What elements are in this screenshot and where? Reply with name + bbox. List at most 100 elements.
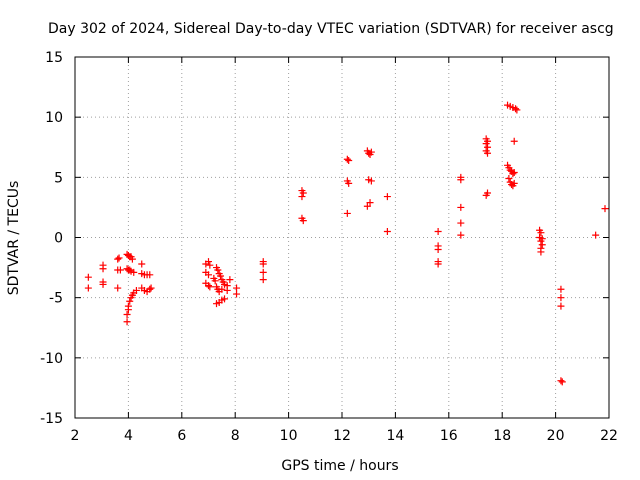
data-point	[482, 140, 490, 148]
data-point	[434, 227, 442, 235]
x-tick-label: 2	[71, 428, 80, 444]
x-tick-label: 16	[440, 428, 458, 444]
data-point	[484, 189, 492, 197]
data-point	[114, 255, 122, 263]
data-point	[298, 193, 306, 201]
x-tick-label: 12	[333, 428, 351, 444]
data-point	[132, 286, 140, 294]
x-tick-label: 18	[493, 428, 511, 444]
data-point	[128, 255, 136, 263]
data-point	[299, 189, 307, 197]
data-point	[115, 254, 123, 262]
data-point	[383, 227, 391, 235]
data-point	[226, 276, 234, 284]
data-point	[457, 219, 465, 227]
y-tick-label: 10	[45, 110, 63, 126]
data-point	[114, 284, 122, 292]
x-tick-label: 10	[280, 428, 298, 444]
data-point	[138, 260, 146, 268]
data-point	[124, 302, 132, 310]
x-tick-label: 22	[600, 428, 618, 444]
data-point	[126, 297, 134, 305]
x-tick-label: 4	[124, 428, 133, 444]
data-point	[363, 202, 371, 210]
data-point	[510, 179, 518, 187]
y-axis-label: SDTVAR / TECUs	[6, 181, 22, 296]
chart-title: Day 302 of 2024, Sidereal Day-to-day VTE…	[48, 21, 614, 37]
y-tick-label: 5	[54, 170, 63, 186]
data-point	[457, 176, 465, 184]
data-point	[345, 156, 353, 164]
data-point	[205, 282, 212, 290]
y-tick-label: -10	[40, 351, 63, 367]
data-point	[367, 148, 375, 156]
x-tick-label: 20	[547, 428, 565, 444]
data-point	[126, 266, 134, 274]
data-point	[506, 166, 514, 174]
data-point	[206, 261, 214, 269]
x-tick-label: 8	[231, 428, 240, 444]
data-point	[538, 235, 546, 243]
data-point	[383, 193, 391, 201]
data-point	[146, 271, 154, 279]
data-point	[259, 276, 267, 284]
data-point	[505, 175, 513, 183]
data-point	[259, 268, 267, 276]
data-point	[116, 266, 124, 274]
data-point	[221, 295, 229, 303]
data-point	[509, 170, 517, 178]
data-point	[205, 258, 212, 266]
data-point	[217, 272, 225, 280]
data-point	[601, 205, 609, 213]
x-tick-label: 6	[177, 428, 186, 444]
data-point	[146, 285, 154, 293]
y-tick-label: -5	[49, 291, 63, 307]
grid	[75, 57, 609, 418]
tick-labels: 2 4 6 8 10 12 14 16 18 20 22 -15 -10 -5 0 5 10 15	[40, 50, 618, 444]
data-point	[457, 231, 465, 239]
x-tick-label: 14	[386, 428, 404, 444]
data-point	[123, 311, 131, 319]
data-point	[592, 231, 600, 239]
data-point	[513, 106, 521, 114]
data-point	[343, 155, 351, 163]
y-tick-label: 0	[54, 231, 63, 247]
data-point	[434, 246, 442, 254]
data-point	[214, 266, 222, 274]
data-point	[367, 177, 375, 185]
data-point	[147, 284, 155, 292]
data-point	[84, 273, 92, 281]
data-point	[99, 280, 107, 288]
data-point	[205, 271, 212, 279]
data-point	[223, 286, 231, 294]
y-tick-label: 15	[45, 50, 63, 66]
y-tick-label: -15	[40, 411, 63, 427]
data-point	[557, 302, 565, 310]
data-point	[557, 294, 565, 302]
data-point	[259, 260, 267, 268]
data-point	[538, 241, 546, 249]
data-point	[434, 260, 442, 268]
plot-frame	[74, 56, 610, 419]
data-point	[345, 179, 353, 187]
data-point	[299, 217, 307, 225]
data-point	[510, 137, 518, 145]
data-point	[537, 248, 545, 256]
data-point	[130, 268, 138, 276]
data-point	[510, 169, 518, 177]
data-point	[484, 149, 492, 157]
data-point	[343, 209, 351, 217]
data-point	[99, 265, 107, 273]
data-points	[84, 101, 609, 386]
x-axis-label: GPS time / hours	[281, 458, 398, 474]
data-point	[211, 277, 219, 285]
data-point	[366, 199, 374, 207]
data-point	[84, 284, 92, 292]
data-point	[123, 318, 131, 326]
data-point	[233, 290, 241, 298]
data-point	[558, 378, 566, 386]
data-point	[557, 377, 565, 385]
data-point	[457, 203, 465, 211]
data-point	[537, 229, 545, 237]
